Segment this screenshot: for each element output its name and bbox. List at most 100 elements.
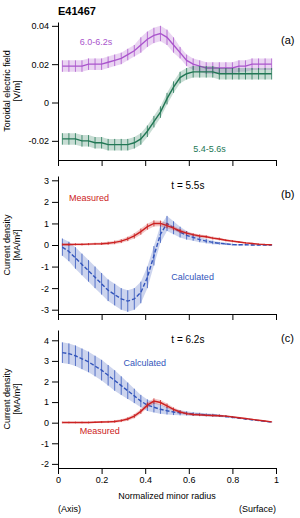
x-tick <box>145 314 146 320</box>
tick-label: 2 <box>44 377 49 387</box>
annotation: t = 5.5s <box>171 180 204 191</box>
series-line <box>62 223 271 244</box>
tick-mark <box>189 468 190 474</box>
tick-label: 3 <box>44 176 49 186</box>
chart-svg: -0.0200.020.046.0-6.2s5.4-5.6s(a)E41467T… <box>0 0 300 518</box>
tick-label: 1 <box>44 219 49 229</box>
tick-label: -1 <box>41 439 49 449</box>
tick-mark <box>232 314 233 320</box>
plot-area <box>62 26 271 151</box>
tick-label: 3 <box>44 356 49 366</box>
tick-label: 0.04 <box>31 21 49 31</box>
y-axis-title: Current density[MA/m²] <box>2 368 22 430</box>
x-tick <box>58 314 59 320</box>
y-tick: 4 <box>44 336 58 346</box>
axis-line <box>59 314 277 315</box>
error-bar <box>167 216 168 231</box>
error-band <box>62 66 271 150</box>
tick-label: -2 <box>41 459 49 469</box>
tick-label: 0 <box>44 418 49 428</box>
error-bar <box>127 383 128 399</box>
labels: CalculatedMeasuredt = 5.5s(b)Current den… <box>2 180 294 282</box>
tick-mark <box>52 267 58 268</box>
error-bars <box>62 26 271 74</box>
tick-mark <box>145 314 146 320</box>
tick-label: 0 <box>44 98 49 108</box>
x-tick <box>102 160 103 166</box>
tick-mark <box>102 468 103 474</box>
y-axis-title-line: Toroidal electric field <box>2 50 12 132</box>
error-bar <box>88 260 89 282</box>
error-bars <box>62 66 271 150</box>
tick-mark <box>145 160 146 166</box>
y-tick: 2 <box>44 197 58 207</box>
y-tick: 0.02 <box>31 60 58 70</box>
tick-label: 2 <box>44 197 49 207</box>
series-label: 6.0-6.2s <box>80 37 113 47</box>
tick-mark <box>52 310 58 311</box>
labels: CalculatedMeasuredt = 6.2s(c)(Axis)(Surf… <box>2 332 294 514</box>
y-axis-title: Current density[MA/m²] <box>2 214 22 276</box>
error-bars <box>62 342 271 422</box>
tick-mark <box>52 340 58 341</box>
tick-mark <box>52 361 58 362</box>
annotation: (c) <box>281 332 294 344</box>
tick-mark <box>276 160 277 166</box>
x-tick: 1 <box>274 468 279 485</box>
tick-label: 0 <box>44 240 49 250</box>
axis-line <box>58 177 59 315</box>
axis-line <box>59 160 277 161</box>
y-tick: 1 <box>44 397 58 407</box>
x-tick <box>102 314 103 320</box>
y-tick: -2 <box>41 284 58 294</box>
tick-label: -1 <box>41 262 49 272</box>
tick-mark <box>58 160 59 166</box>
y-axis: -0.0200.020.04 <box>28 21 58 160</box>
panel: 00.20.40.60.81-2-101234CalculatedMeasure… <box>2 331 294 515</box>
error-bars <box>62 398 271 423</box>
y-tick: -1 <box>41 262 58 272</box>
tick-mark <box>52 381 58 382</box>
series-line <box>62 223 271 301</box>
tick-mark <box>52 202 58 203</box>
axis-line <box>59 468 277 469</box>
series-label: Measured <box>69 193 109 203</box>
y-tick: 2 <box>44 377 58 387</box>
y-axis-title-line: Current density <box>2 214 12 276</box>
y-tick: 0 <box>44 240 58 250</box>
series-label: Calculated <box>171 272 214 282</box>
series-line <box>62 401 271 422</box>
error-band <box>62 216 271 312</box>
y-axis-title-line: [MA/m²] <box>12 383 22 415</box>
tick-mark <box>52 180 58 181</box>
x-tick: 0.4 <box>139 468 152 485</box>
y-axis-title: Toroidal electric field[V/m] <box>2 50 22 132</box>
error-bar <box>219 242 220 245</box>
error-bar <box>180 227 181 238</box>
axis-line <box>58 331 59 469</box>
tick-mark <box>276 314 277 320</box>
error-band <box>62 398 271 423</box>
y-axis: -2 -1 0 1 2 3 4 <box>41 331 59 470</box>
tick-mark <box>189 160 190 166</box>
annotation: t = 6.2s <box>171 334 204 345</box>
tick-label: 0 <box>56 475 61 485</box>
tick-mark <box>102 160 103 166</box>
series-label: Calculated <box>123 358 166 368</box>
error-bar <box>140 282 141 304</box>
x-axis: 00.20.40.60.81 <box>56 468 279 485</box>
plot-area <box>62 216 271 312</box>
tick-mark <box>52 288 58 289</box>
x-axis <box>59 160 277 166</box>
x-tick <box>276 314 277 320</box>
tick-label: 4 <box>44 336 49 346</box>
tick-mark <box>52 223 58 224</box>
error-bar <box>114 284 115 306</box>
tick-mark <box>52 423 58 424</box>
series-label: Measured <box>80 426 120 436</box>
series-label: 5.4-5.6s <box>193 144 226 154</box>
x-tick <box>58 160 59 166</box>
y-tick: -3 <box>41 305 58 315</box>
y-tick: 3 <box>44 176 58 186</box>
x-tick: 0.8 <box>227 468 240 485</box>
